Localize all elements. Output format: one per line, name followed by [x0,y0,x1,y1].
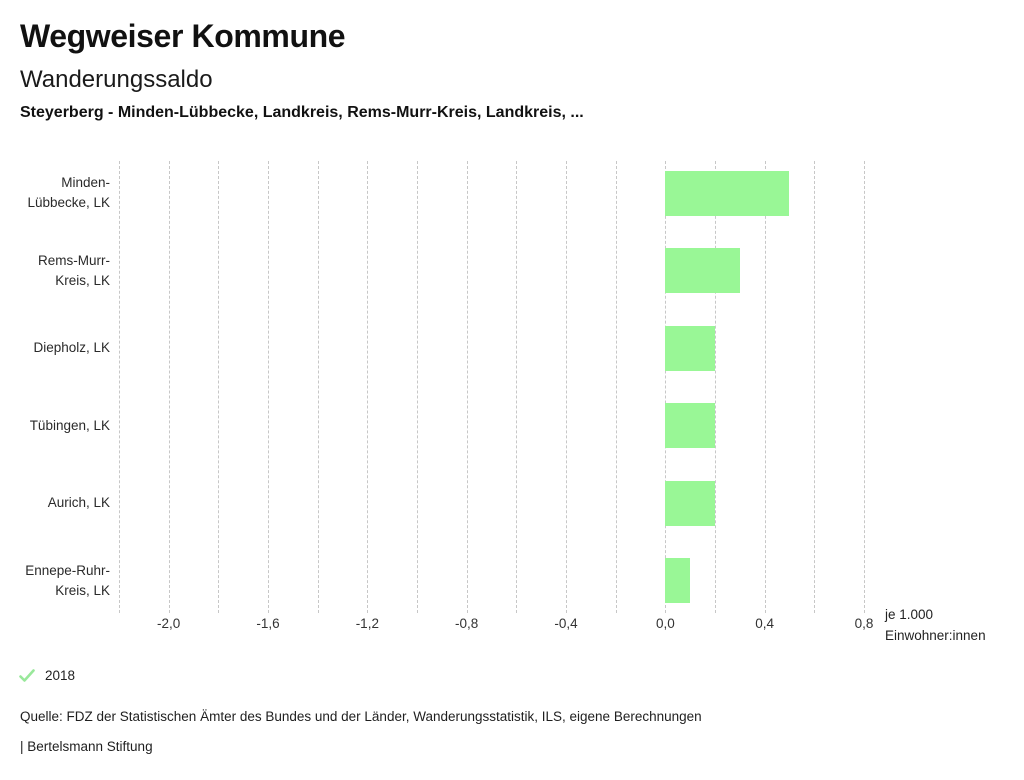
gridline [218,161,220,613]
gridline [715,161,716,613]
category-label-Diepholz, LK: Diepholz, LK [0,326,110,370]
app-title: Wegweiser Kommune [20,18,346,54]
bar-Aurich, LK[interactable] [665,480,715,526]
source-text: Quelle: FDZ der Statistischen Ämter des … [20,709,702,724]
bar-Rems-Murr-Kreis, LK[interactable] [665,248,740,293]
bar-Minden-Lübbecke, LK[interactable] [665,170,790,216]
category-label-line: Ennepe-Ruhr- [25,562,110,578]
gridline [566,161,567,613]
gridline [119,161,120,613]
gridline [367,161,369,613]
x-tick-label-0,4: 0,4 [755,616,775,631]
category-label-Aurich, LK: Aurich, LK [0,481,110,525]
category-label-line: Diepholz, LK [33,340,110,355]
x-axis-unit-line1: je 1.000 [885,607,934,622]
x-axis-unit-label: je 1.000 Einwohner:innen [885,605,986,646]
x-tick-label-0,0: 0,0 [655,616,675,631]
category-label-line: Aurich, LK [47,495,110,510]
legend-item-2018[interactable]: 2018 [19,668,75,683]
gridline [466,161,468,613]
bar-Ennepe-Ruhr-Kreis, LK[interactable] [665,558,691,603]
chart-selection-subtitle: Steyerberg - Minden-Lübbecke, Landkreis,… [20,104,584,121]
category-label-line: Kreis, LK [55,272,110,288]
category-label-line: Kreis, LK [55,582,110,598]
gridline [764,161,766,613]
legend-year-label: 2018 [45,668,76,683]
attribution-text: | Bertelsmann Stiftung [20,739,153,754]
chart-title: Wanderungssaldo [20,66,213,93]
gridline [864,161,865,613]
category-label-Minden-Lübbecke, LK: Minden- Lübbecke, LK [0,171,110,215]
gridline [814,161,816,613]
gridline [168,161,170,613]
bar-Diepholz, LK[interactable] [665,325,715,371]
gridline [317,161,319,613]
x-tick-label--0,4: -0,4 [554,616,578,631]
gridline [268,161,269,613]
x-tick-label--2,0: -2,0 [157,616,181,631]
bar-Tübingen, LK[interactable] [665,403,715,448]
gridline [417,161,418,613]
category-label-Rems-Murr-Kreis, LK: Rems-Murr- Kreis, LK [0,249,110,293]
category-label-Ennepe-Ruhr-Kreis, LK: Ennepe-Ruhr- Kreis, LK [0,559,110,603]
category-label-Tübingen, LK: Tübingen, LK [0,404,110,448]
y-axis-category-labels: Minden- Lübbecke, LK Rems-Murr- Kreis, LK Di… [0,0,110,780]
x-tick-label--0,8: -0,8 [455,616,479,631]
category-label-line: Tübingen, LK [29,417,110,433]
category-label-line: Lübbecke, LK [27,195,110,210]
x-tick-label--1,6: -1,6 [256,616,280,631]
check-icon [19,668,35,683]
category-label-line: Rems-Murr- [38,252,110,268]
x-tick-label-0,8: 0,8 [854,616,874,631]
x-axis-unit-line2: Einwohner:innen [885,627,986,643]
x-tick-label--1,2: -1,2 [355,616,379,631]
category-label-line: Minden- [61,175,110,190]
bar-chart-plot-area [119,161,865,613]
gridline [615,161,617,613]
gridline [516,161,518,613]
gridline [665,161,667,613]
